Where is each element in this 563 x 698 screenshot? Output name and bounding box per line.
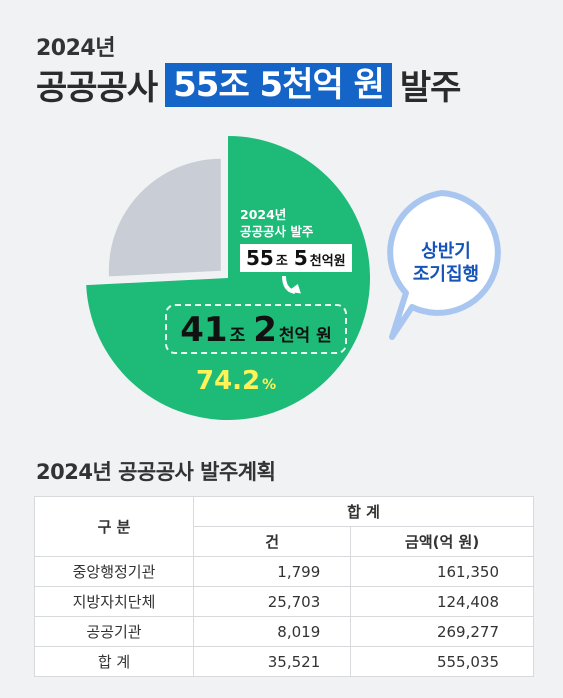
header-gubun: 구 분	[34, 496, 194, 557]
ratio-label: 74.2 %	[196, 366, 276, 396]
bubble-line1: 상반기	[421, 241, 471, 262]
row-name: 지방자치단체	[34, 586, 194, 617]
row-amount: 555,035	[350, 646, 534, 677]
pie-label-desc: 공공공사 발주	[240, 224, 314, 239]
first-half-num1: 41	[180, 310, 228, 350]
bubble-line2: 조기집행	[412, 264, 480, 285]
table-row: 공공기관 8,019 269,277	[34, 616, 534, 647]
header-amount: 금액(억 원)	[350, 526, 534, 557]
table-row: 지방자치단체 25,703 124,408	[34, 586, 534, 617]
pie-slice-first-half	[86, 136, 370, 420]
row-amount: 161,350	[350, 556, 534, 587]
first-half-unit2: 천억 원	[278, 326, 332, 346]
table-title: 2024년 공공공사 발주계획	[36, 460, 276, 484]
total-amount-box: 55 조 5 천억원	[240, 244, 352, 272]
total-num2: 5	[293, 246, 308, 270]
ratio-value: 74.2	[196, 366, 261, 396]
title-suffix: 발주	[399, 68, 462, 108]
row-name: 합 계	[34, 646, 194, 677]
table-row-total: 합 계 35,521 555,035	[34, 646, 534, 677]
speech-bubble	[387, 190, 501, 340]
row-count: 8,019	[192, 616, 352, 647]
header-year: 2024년	[36, 36, 115, 61]
down-arrow-icon	[282, 275, 301, 294]
ratio-unit: %	[262, 377, 277, 393]
title-prefix: 공공공사	[36, 68, 158, 108]
pie-label-year: 2024년	[240, 207, 287, 222]
first-half-unit1: 조	[229, 326, 246, 346]
table-row: 중앙행정기관 1,799 161,350	[34, 556, 534, 587]
pie-slice-remainder	[108, 158, 221, 277]
total-unit1: 조	[275, 254, 288, 269]
row-name: 중앙행정기관	[34, 556, 194, 587]
pie-chart	[86, 136, 370, 420]
page-title: 공공공사 55조 5천억 원 발주	[36, 60, 462, 109]
total-unit2: 천억원	[309, 254, 346, 269]
title-highlight: 55조 5천억 원	[165, 62, 392, 107]
row-count: 1,799	[192, 556, 352, 587]
plan-table: 구 분 합 계 건 금액(억 원) 중앙행정기관 1,799 161,350 지…	[34, 496, 534, 677]
header-count: 건	[192, 526, 352, 557]
first-half-amount-box: 41 조 2 천억 원	[165, 304, 347, 354]
first-half-num2: 2	[253, 310, 277, 350]
row-amount: 124,408	[350, 586, 534, 617]
row-count: 35,521	[192, 646, 352, 677]
row-name: 공공기관	[34, 616, 194, 647]
header-total: 합 계	[193, 496, 534, 527]
row-amount: 269,277	[350, 616, 534, 647]
row-count: 25,703	[192, 586, 352, 617]
total-num1: 55	[246, 246, 274, 270]
bubble-text: 상반기 조기집행	[398, 240, 494, 286]
